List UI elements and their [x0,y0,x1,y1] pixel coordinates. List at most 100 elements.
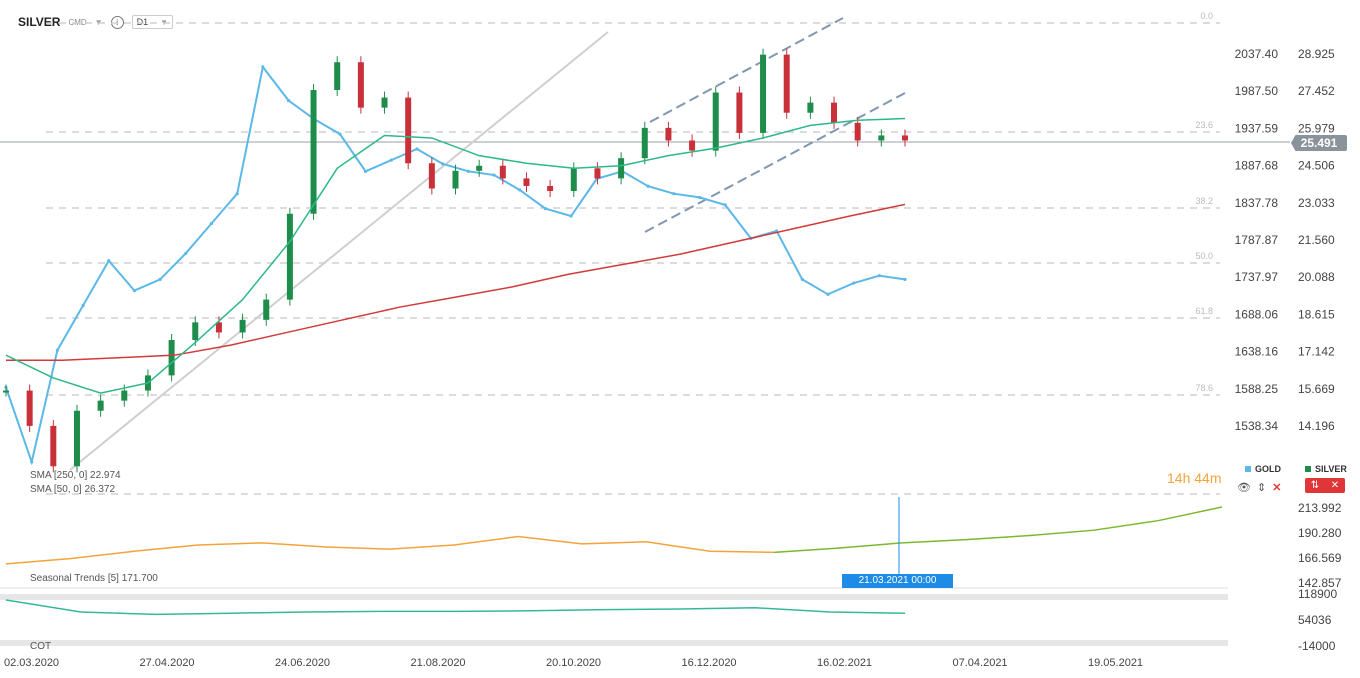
gold-point [441,162,445,166]
gold-point [209,221,214,226]
gold-point [389,158,393,162]
gold-point [852,281,856,285]
date-axis-label: 02.03.2020 [4,657,59,669]
sma250-line [6,203,906,361]
gold-axis-label: 1737.97 [1235,270,1279,284]
silver-candle [641,127,648,159]
fib-level-label: 61.8 [1195,306,1213,316]
price-axes: 2037.40 1987.50 1937.59 1887.68 1837.78 1787.… [1235,47,1335,433]
silver-candle [168,340,175,376]
gold-point [826,292,830,296]
cot-pane: 118900 54036 -14000 [0,587,1337,653]
gold-axis-label: 1787.87 [1235,233,1279,247]
date-axis-label: 07.04.2021 [953,657,1008,669]
silver-candle [783,54,790,113]
cot-axis-label: 118900 [1298,587,1337,601]
reorder-icon[interactable]: ⇕ [1256,482,1267,494]
silver-axis-label: 23.033 [1298,196,1335,210]
gold-point [877,274,881,278]
silver-series-button[interactable]: ⇅ ✕ [1305,478,1345,493]
gold-point [697,195,702,200]
gold-point [81,303,85,308]
gold-point [30,460,34,464]
silver-candle [902,135,908,141]
gold-point [466,169,470,173]
gold-axis-label: 2037.40 [1235,47,1279,61]
cot-band [0,594,1228,600]
seasonal-axis-label: 213.992 [1298,501,1342,515]
gold-point [646,184,650,188]
gold-swatch [1245,466,1251,472]
silver-candle [334,62,341,90]
seasonal-legend: Seasonal Trends [5] 171.700 [30,573,158,584]
legend-gold[interactable]: GOLD [1245,464,1281,474]
indicator-legends: SMA [250, 0] 22.974 SMA [50, 0] 26.372 Sea… [30,470,158,652]
channel-line [644,92,906,233]
close-icon: ✕ [1330,480,1340,491]
info-icon[interactable]: i [110,15,124,29]
silver-axis-label: 28.925 [1298,47,1335,61]
seasonal-axis-label: 166.569 [1298,551,1342,565]
cot-legend: COT [30,641,51,652]
silver-axis-label: 25.979 [1298,121,1335,135]
gold-point [518,188,522,192]
chart-header: SILVER CMD ▼ i D1 ▼ [0,10,174,34]
silver-candle [476,165,483,171]
silver-candle [97,400,104,411]
silver-candles [3,48,908,473]
gold-point [338,132,342,136]
silver-candle [263,299,270,320]
gold-point [569,214,573,218]
gold-axis-label: 1987.50 [1235,84,1279,98]
gold-point [107,259,111,263]
timeframe-value: D1 [136,17,149,27]
silver-candle [73,410,80,467]
silver-axis-label: 27.452 [1298,84,1335,98]
cot-axis-label: 54036 [1298,613,1332,627]
gold-point [158,277,162,282]
fib-level-label: 38.2 [1195,196,1213,206]
silver-candle [831,102,838,123]
gold-point [132,288,137,293]
gold-point [723,203,727,207]
silver-candle [665,127,672,141]
silver-axis-label: 15.669 [1298,382,1335,396]
gold-point [543,206,548,211]
silver-candle [381,97,388,108]
sma50-line [5,117,906,394]
silver-candle [712,92,719,151]
legend-silver[interactable]: SILVER [1305,464,1347,474]
silver-candle [499,165,506,179]
gold-axis-label: 1638.16 [1235,345,1279,359]
gold-axis-label: 1837.78 [1235,196,1279,210]
eye-icon[interactable]: 👁 [1237,482,1251,494]
gold-series [4,64,907,466]
seasonal-line-past [5,535,775,565]
legend-silver-label: SILVER [1315,464,1347,474]
date-axis-label: 16.12.2020 [682,657,737,669]
silver-candle [689,140,696,151]
silver-candle [3,390,9,393]
gold-point [672,192,676,196]
silver-candle [594,168,601,179]
legend-gold-label: GOLD [1255,464,1281,474]
silver-candle [215,322,222,333]
silver-candle [523,178,530,186]
chevron-down-icon: ▼ [160,17,169,27]
silver-candle [547,185,554,192]
silver-axis-label: 24.506 [1298,159,1335,173]
symbol-name[interactable]: SILVER [18,15,61,29]
seasonal-axis-label: 142.857 [1298,576,1342,590]
silver-candle [405,97,412,164]
silver-candle [286,213,293,300]
trend-drawings [69,17,906,471]
silver-candle [428,163,435,189]
timeframe-select[interactable]: D1 ▼ [131,15,174,29]
silver-candle [310,89,317,214]
cot-band [0,640,1228,646]
sma250-legend: SMA [250, 0] 22.974 [30,470,121,481]
chevron-down-icon[interactable]: ▼ [94,17,103,27]
silver-candle [570,168,577,192]
close-icon[interactable]: ✕ [1272,482,1282,494]
